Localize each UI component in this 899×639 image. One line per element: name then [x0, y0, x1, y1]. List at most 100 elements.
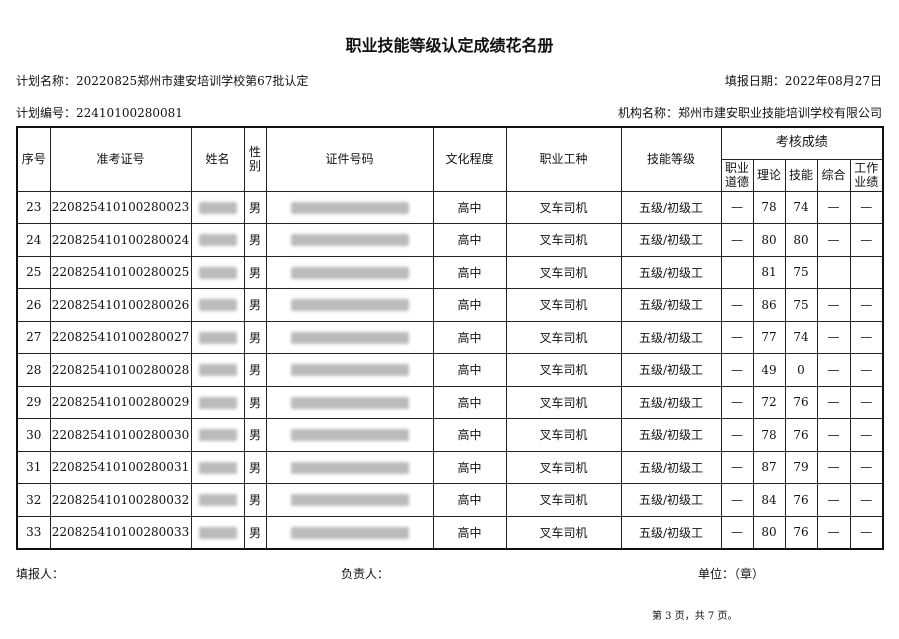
- cell-occupation: 叉车司机: [505, 483, 622, 517]
- cell-exam-no: 220825410100280024: [49, 223, 192, 257]
- redacted-blur: [198, 396, 237, 409]
- cell-theory: 84: [752, 483, 786, 517]
- header-theory: 理论: [752, 158, 786, 192]
- cell-overall: —: [816, 515, 851, 550]
- table-row: 33 220825410100280033 男高中 叉车司机 五级/初级工 —80 76— —: [16, 515, 884, 550]
- header-overall: 综合: [816, 158, 851, 192]
- cell-ethics: —: [720, 223, 754, 257]
- cell-theory: 86: [752, 288, 786, 322]
- redacted-blur: [290, 396, 409, 409]
- cell-overall: —: [816, 288, 851, 322]
- cell-overall: [816, 255, 851, 289]
- cell-overall: —: [816, 223, 851, 257]
- cell-gender: 男: [243, 223, 267, 257]
- cell-overall: —: [816, 418, 851, 452]
- redacted-blur: [198, 299, 237, 312]
- cell-skill: 80: [784, 223, 818, 257]
- table-row: 31 220825410100280031 男高中 叉车司机 五级/初级工 —87 79— —: [16, 450, 884, 484]
- page-title: 职业技能等级认定成绩花名册: [345, 36, 554, 55]
- redacted-blur: [290, 364, 409, 377]
- cell-occupation: 叉车司机: [505, 190, 622, 224]
- cell-level: 五级/初级工: [620, 385, 722, 419]
- cell-theory: 49: [752, 353, 786, 387]
- cell-skill: 74: [784, 320, 818, 354]
- cell-exam-no: 220825410100280026: [49, 288, 192, 322]
- header-skill: 技能: [784, 158, 818, 192]
- cell-education: 高中: [432, 450, 507, 484]
- header-id-no: 证件号码: [265, 126, 434, 192]
- cell-ethics: —: [720, 320, 754, 354]
- table-row: 24 220825410100280024 男高中 叉车司机 五级/初级工 —80 80— —: [16, 223, 884, 257]
- cell-id-redacted: [265, 255, 434, 289]
- cell-theory: 80: [752, 223, 786, 257]
- cell-level: 五级/初级工: [620, 450, 722, 484]
- cell-performance: —: [849, 450, 884, 484]
- redacted-blur: [198, 266, 237, 279]
- cell-level: 五级/初级工: [620, 190, 722, 224]
- fill-date-label: 填报日期：: [724, 74, 785, 88]
- fill-date: 填报日期：2022年08月27日: [725, 72, 882, 89]
- cell-overall: —: [816, 450, 851, 484]
- cell-ethics: [720, 255, 754, 289]
- cell-id-redacted: [265, 385, 434, 419]
- header-gender: 性别: [243, 126, 267, 192]
- cell-name-redacted: [190, 418, 245, 452]
- cell-id-redacted: [265, 288, 434, 322]
- redacted-blur: [198, 461, 237, 474]
- header-scores: 考核成绩: [720, 126, 884, 160]
- cell-gender: 男: [243, 385, 267, 419]
- cell-id-redacted: [265, 450, 434, 484]
- redacted-blur: [290, 234, 409, 247]
- header-name: 姓名: [190, 126, 245, 192]
- cell-ethics: —: [720, 385, 754, 419]
- cell-id-redacted: [265, 223, 434, 257]
- cell-skill: 75: [784, 288, 818, 322]
- cell-id-redacted: [265, 418, 434, 452]
- header-seq: 序号: [16, 126, 51, 192]
- header-occupation: 职业工种: [505, 126, 622, 192]
- cell-occupation: 叉车司机: [505, 288, 622, 322]
- cell-gender: 男: [243, 418, 267, 452]
- redacted-blur: [290, 526, 409, 539]
- cell-seq: 33: [16, 515, 51, 550]
- redacted-blur: [198, 201, 237, 214]
- redacted-blur: [198, 494, 237, 507]
- cell-skill: 76: [784, 483, 818, 517]
- cell-seq: 31: [16, 450, 51, 484]
- cell-gender: 男: [243, 515, 267, 550]
- cell-gender: 男: [243, 450, 267, 484]
- cell-ethics: —: [720, 515, 754, 550]
- cell-skill: 74: [784, 190, 818, 224]
- plan-name-value: 20220825郑州市建安培训学校第67批认定: [76, 74, 309, 88]
- cell-name-redacted: [190, 450, 245, 484]
- cell-occupation: 叉车司机: [505, 515, 622, 550]
- cell-occupation: 叉车司机: [505, 320, 622, 354]
- cell-id-redacted: [265, 353, 434, 387]
- cell-theory: 72: [752, 385, 786, 419]
- cell-performance: —: [849, 418, 884, 452]
- cell-seq: 25: [16, 255, 51, 289]
- cell-ethics: —: [720, 288, 754, 322]
- cell-level: 五级/初级工: [620, 255, 722, 289]
- table-row: 29 220825410100280029 男高中 叉车司机 五级/初级工 —72 76— —: [16, 385, 884, 419]
- cell-occupation: 叉车司机: [505, 223, 622, 257]
- cell-performance: —: [849, 483, 884, 517]
- cell-theory: 78: [752, 190, 786, 224]
- cell-education: 高中: [432, 483, 507, 517]
- cell-seq: 30: [16, 418, 51, 452]
- table-row: 25 220825410100280025 男 高中 叉车司机 五级/初级工 81 75: [16, 255, 884, 289]
- redacted-blur: [198, 526, 237, 539]
- cell-education: 高中: [432, 515, 507, 550]
- cell-skill: 0: [784, 353, 818, 387]
- cell-education: 高中: [432, 385, 507, 419]
- cell-name-redacted: [190, 255, 245, 289]
- cell-occupation: 叉车司机: [505, 450, 622, 484]
- org-name-label: 机构名称：: [617, 106, 678, 120]
- header-exam-no: 准考证号: [49, 126, 192, 192]
- cell-skill: 76: [784, 515, 818, 550]
- cell-performance: —: [849, 515, 884, 550]
- cell-id-redacted: [265, 515, 434, 550]
- redacted-blur: [198, 234, 237, 247]
- redacted-blur: [290, 494, 409, 507]
- footer-unit: 单位：（章）: [698, 567, 765, 581]
